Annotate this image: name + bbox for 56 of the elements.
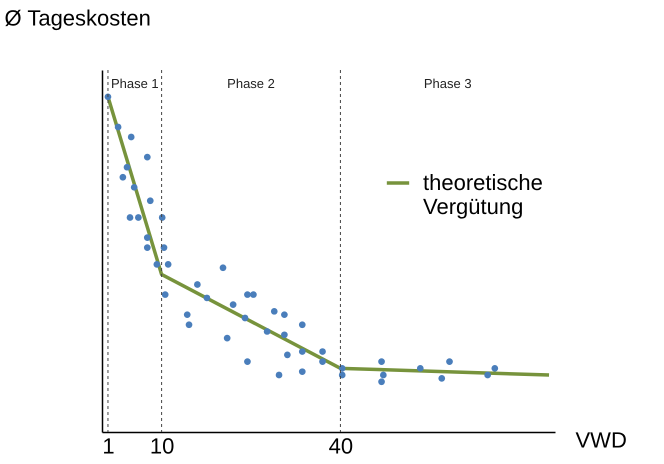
point — [244, 358, 251, 365]
point — [484, 372, 491, 378]
point — [319, 348, 326, 355]
point — [446, 358, 453, 365]
point — [144, 234, 151, 241]
point — [186, 321, 192, 328]
point — [114, 124, 122, 130]
point — [338, 364, 346, 372]
point — [276, 372, 282, 378]
x-tick-label: 10 — [150, 434, 174, 458]
point — [270, 308, 278, 315]
point — [230, 301, 236, 308]
point — [298, 321, 306, 328]
point — [378, 378, 385, 386]
text: Phase 3 — [424, 76, 472, 91]
point — [204, 294, 210, 302]
point — [380, 372, 387, 378]
legend-label: theoretische Vergütung — [423, 170, 543, 219]
point — [250, 291, 257, 298]
point — [164, 261, 172, 268]
point — [153, 261, 160, 268]
point — [126, 214, 134, 221]
point — [244, 291, 251, 298]
point — [416, 364, 424, 372]
point — [162, 291, 169, 298]
point — [146, 197, 154, 204]
point — [491, 364, 498, 372]
point — [160, 244, 168, 251]
point — [184, 311, 191, 318]
y-axis-title: Ø Tageskosten — [4, 6, 151, 30]
point — [438, 375, 446, 382]
point — [120, 174, 126, 181]
text: Phase 2 — [227, 76, 275, 91]
point — [281, 311, 288, 318]
x-tick-label: 1 — [102, 434, 115, 458]
point — [378, 358, 385, 365]
point — [135, 214, 142, 221]
point — [284, 352, 291, 358]
x-axis-title: VWD — [576, 428, 627, 452]
point — [124, 164, 130, 171]
point — [130, 184, 138, 191]
point — [220, 264, 226, 272]
point — [319, 358, 326, 365]
point — [144, 244, 151, 251]
point — [242, 314, 248, 322]
point — [264, 328, 270, 335]
point — [128, 134, 135, 140]
point — [224, 334, 231, 342]
point — [298, 348, 306, 355]
point — [338, 372, 346, 378]
text: Phase 1 — [110, 76, 159, 91]
point — [194, 281, 201, 288]
x-tick-label: 40 — [328, 434, 354, 458]
point — [298, 368, 306, 376]
point — [144, 154, 151, 160]
point — [281, 331, 288, 338]
